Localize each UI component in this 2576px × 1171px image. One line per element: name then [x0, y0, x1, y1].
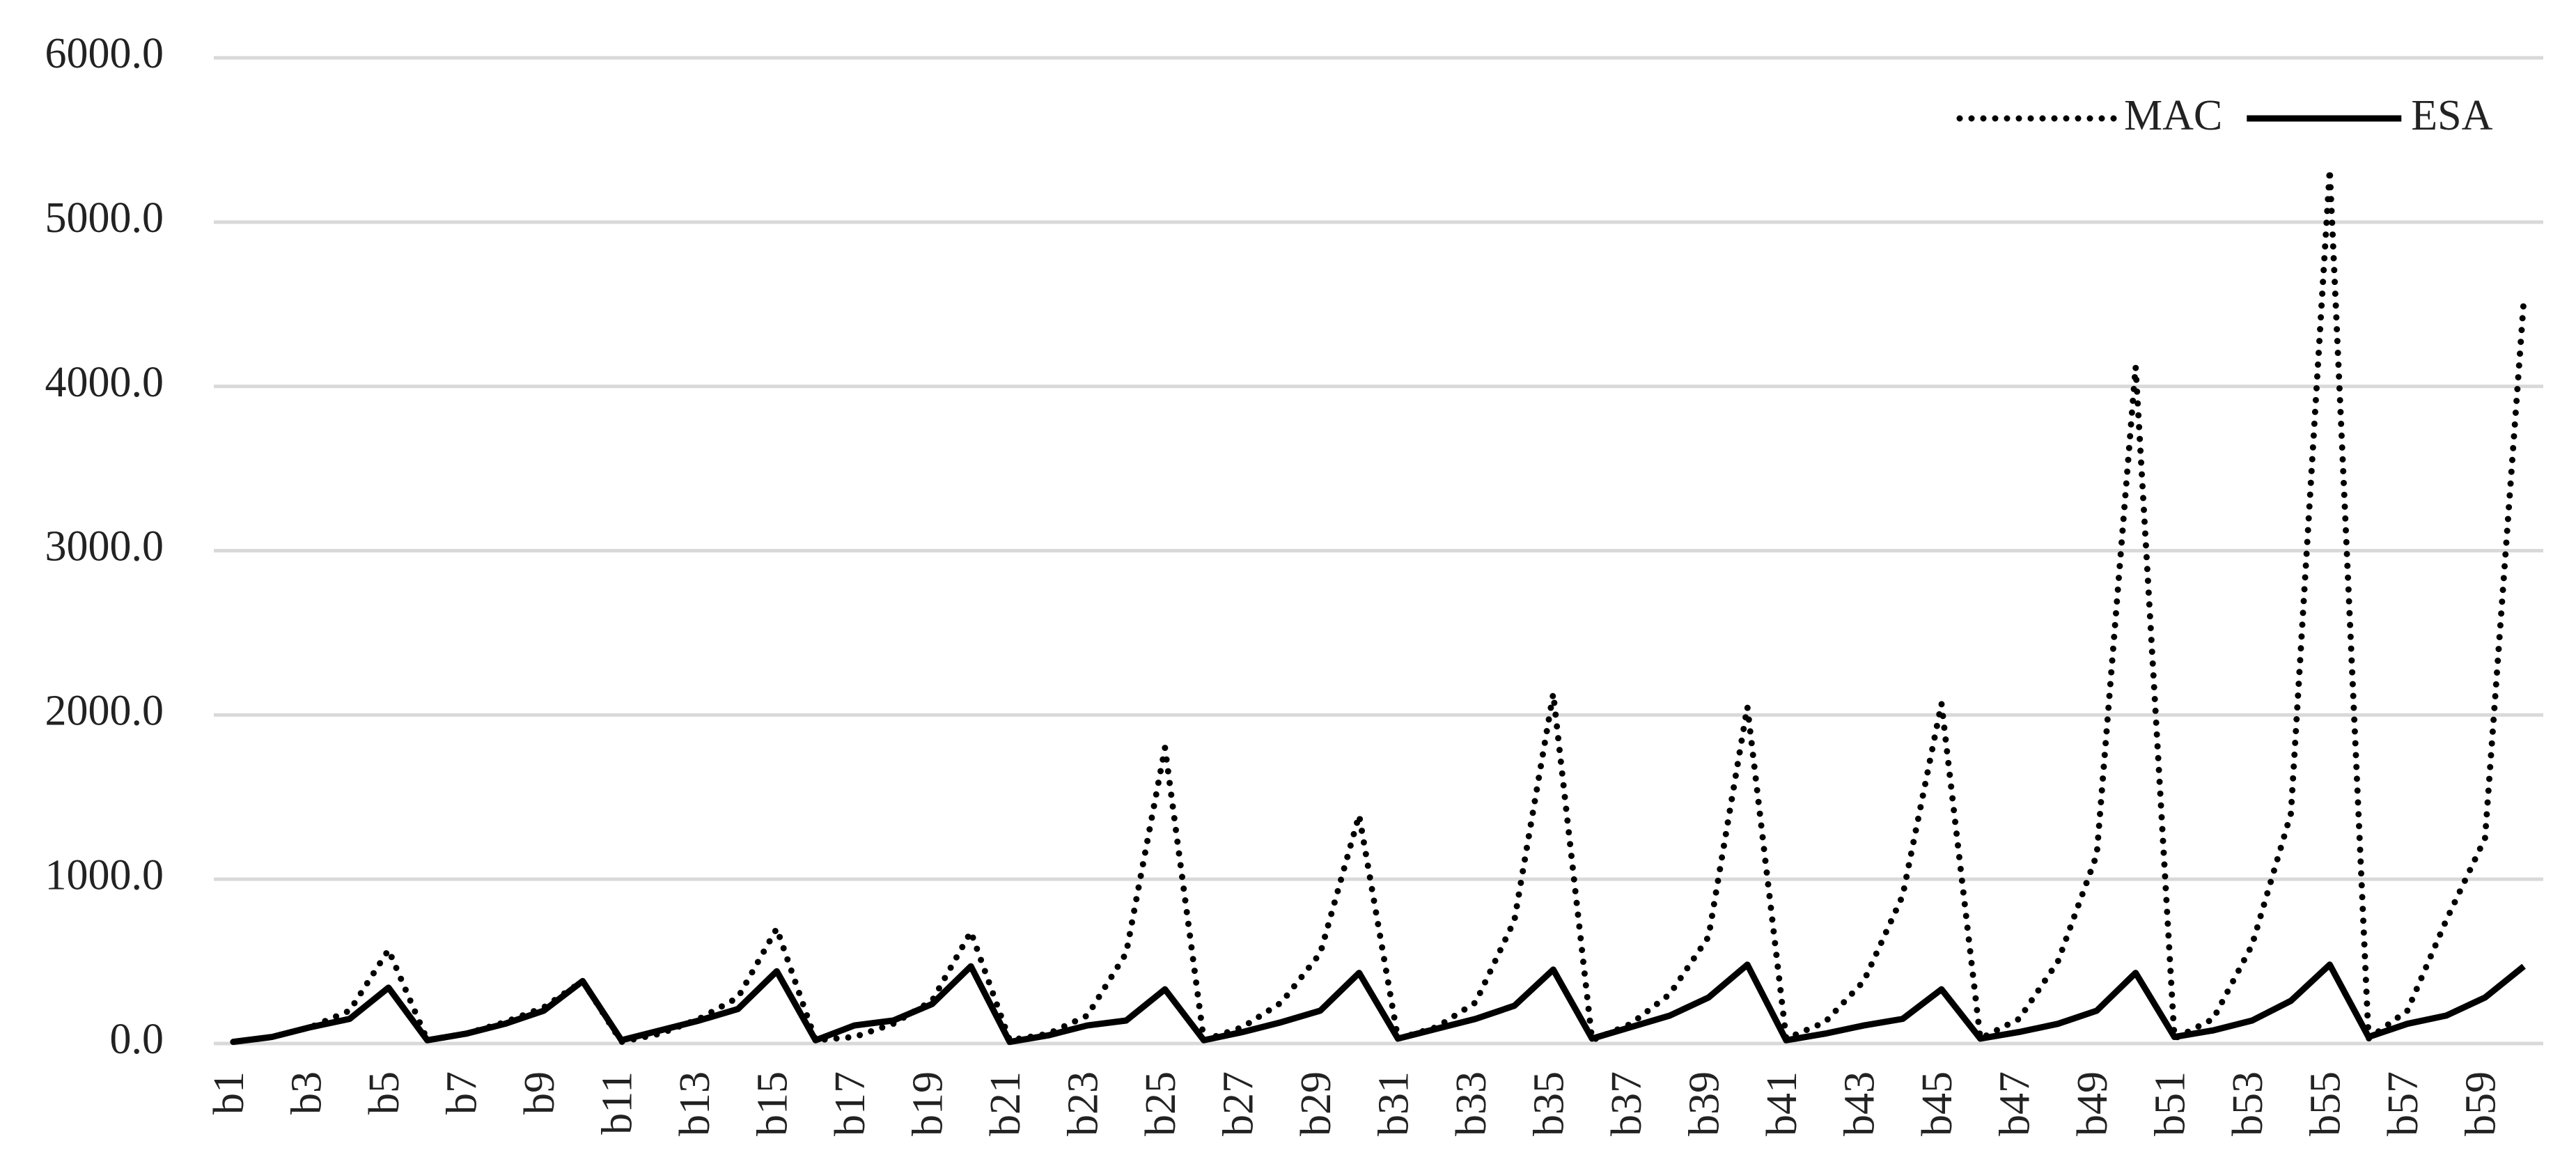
x-tick-label: b37	[1603, 1071, 1650, 1136]
y-tick-label: 6000.0	[45, 30, 164, 77]
x-tick-label: b23	[1060, 1071, 1107, 1136]
x-tick-label: b3	[283, 1071, 331, 1115]
y-tick-label: 5000.0	[45, 194, 164, 242]
x-tick-label: b1	[205, 1071, 253, 1115]
y-tick-label: 0.0	[110, 1016, 164, 1063]
x-tick-label: b43	[1836, 1071, 1884, 1136]
x-tick-label: b5	[361, 1071, 408, 1115]
x-tick-label: b47	[1992, 1071, 2039, 1136]
x-tick-label: b19	[905, 1071, 952, 1136]
x-tick-label: b41	[1758, 1071, 1806, 1136]
x-tick-label: b35	[1526, 1071, 1573, 1136]
x-tick-label: b57	[2380, 1071, 2427, 1136]
x-tick-label: b39	[1681, 1071, 1728, 1136]
y-tick-label: 2000.0	[45, 688, 164, 735]
x-tick-label: b49	[2069, 1071, 2116, 1136]
x-tick-label: b45	[1914, 1071, 1961, 1136]
legend-label: MAC	[2124, 92, 2222, 139]
x-tick-label: b53	[2224, 1071, 2272, 1136]
x-tick-label: b27	[1215, 1071, 1263, 1136]
series-line	[230, 169, 2527, 1046]
x-tick-label: b17	[827, 1071, 874, 1136]
x-tick-label: b11	[594, 1071, 641, 1135]
legend-label: ESA	[2411, 92, 2492, 139]
x-tick-label: b13	[671, 1071, 719, 1136]
x-tick-label: b31	[1371, 1071, 1418, 1136]
y-tick-label: 4000.0	[45, 359, 164, 406]
y-tick-label: 1000.0	[45, 851, 164, 899]
x-tick-label: b25	[1137, 1071, 1185, 1136]
series-line	[233, 961, 2526, 1046]
x-tick-label: b51	[2147, 1071, 2194, 1136]
x-tick-label: b59	[2458, 1071, 2505, 1136]
x-tick-label: b7	[439, 1071, 486, 1115]
x-tick-label: b33	[1448, 1071, 1495, 1136]
x-tick-label: b29	[1293, 1071, 1340, 1136]
x-tick-label: b9	[516, 1071, 563, 1115]
x-tick-label: b21	[982, 1071, 1029, 1136]
x-tick-label: b55	[2302, 1071, 2350, 1136]
y-tick-label: 3000.0	[45, 523, 164, 571]
x-tick-label: b15	[749, 1071, 797, 1136]
